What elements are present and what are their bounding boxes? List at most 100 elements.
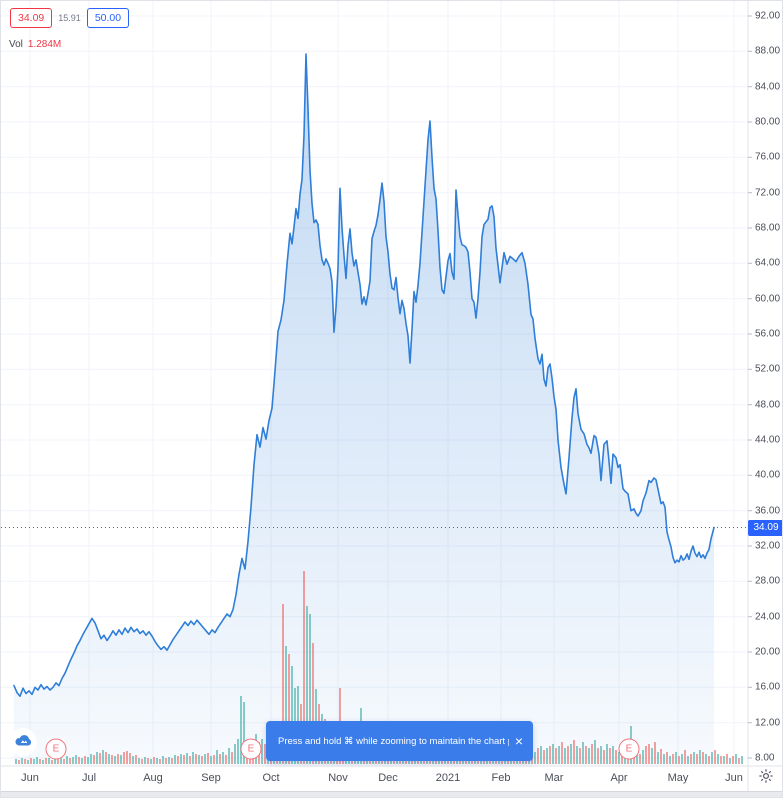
time-axis[interactable]: Jun Jul Aug Sep Oct Nov Dec 2021 Feb Mar Apr May Jun (1, 766, 748, 791)
volume-bar (669, 756, 671, 764)
volume-bar (24, 759, 26, 764)
time-axis-label: Oct (262, 772, 280, 784)
volume-bar (675, 752, 677, 764)
volume-bar (663, 754, 665, 764)
volume-bar (174, 755, 176, 764)
price-line (13, 53, 715, 697)
volume-bar (282, 604, 284, 764)
volume-bar (159, 759, 161, 764)
volume-bar (204, 754, 206, 764)
volume-bar (618, 752, 620, 764)
volume-bar (309, 614, 311, 764)
earnings-marker[interactable]: E (618, 738, 640, 760)
volume-bar (534, 752, 536, 764)
volume-bar (237, 739, 239, 764)
volume-bar (144, 757, 146, 764)
volume-bar (219, 754, 221, 764)
volume-bar (612, 746, 614, 764)
price-axis[interactable]: 92.00 88.00 84.00 80.00 76.00 72.00 68.00 64.00… (748, 1, 782, 766)
volume-bar (681, 754, 683, 764)
volume-bar (285, 646, 287, 764)
volume-bar (585, 746, 587, 764)
time-axis-label: Apr (610, 772, 628, 784)
price-axis-label: 56.00 (755, 328, 781, 340)
price-axis-label: 16.00 (755, 681, 781, 693)
volume-bar (51, 760, 53, 764)
volume-bar (573, 740, 575, 764)
volume-bar (651, 748, 653, 764)
volume-bar (717, 754, 719, 764)
volume-bar (36, 757, 38, 764)
volume-bar (75, 755, 77, 764)
price-axis-label: 12.00 (755, 717, 781, 729)
volume-bar (96, 752, 98, 764)
price-axis-label: 80.00 (755, 116, 781, 128)
volume-bar (660, 749, 662, 764)
volume-bar (672, 754, 674, 764)
volume-bar (738, 758, 740, 764)
current-price-badge[interactable]: 34.09 (748, 519, 782, 536)
volume-bar (603, 750, 605, 764)
volume-bar (234, 744, 236, 764)
sell-price-badge[interactable]: 34.09 (10, 8, 53, 28)
volume-bar (642, 750, 644, 764)
volume-bar (231, 752, 233, 764)
volume-bar (216, 750, 218, 764)
volume-bar (45, 758, 47, 764)
volume-bar (189, 756, 191, 764)
time-axis-label: Aug (143, 772, 163, 784)
volume-bar (597, 748, 599, 764)
volume-bar (606, 744, 608, 764)
volume-bar (33, 759, 35, 764)
earnings-marker[interactable]: E (240, 738, 262, 760)
volume-bar (153, 757, 155, 764)
publish-cloud-button[interactable] (11, 730, 35, 754)
price-scale-settings-button[interactable] (748, 766, 782, 791)
volume-bar (639, 754, 641, 764)
volume-bar (243, 702, 245, 764)
price-axis-label: 32.00 (755, 540, 781, 552)
cloud-icon (14, 732, 33, 752)
earnings-marker[interactable]: E (45, 738, 67, 760)
volume-bar (123, 752, 125, 764)
volume-bar (39, 759, 41, 764)
volume-bar (195, 754, 197, 764)
volume-bar (48, 758, 50, 764)
volume-bar (165, 758, 167, 764)
volume-bar (15, 759, 17, 764)
volume-bar (150, 759, 152, 764)
volume-bar (42, 760, 44, 764)
volume-bar (582, 742, 584, 764)
volume-bar (594, 740, 596, 764)
volume-bar (78, 757, 80, 764)
volume-label: Vol (9, 39, 23, 50)
volume-bar (111, 755, 113, 764)
spread-value: 15.91 (58, 13, 81, 23)
volume-bar (30, 758, 32, 764)
volume-bar (600, 746, 602, 764)
volume-bar (225, 755, 227, 764)
volume-bar (579, 748, 581, 764)
buy-price-badge[interactable]: 50.00 (86, 8, 130, 28)
tooltip-close-icon[interactable]: × (514, 733, 523, 749)
volume-bar (108, 754, 110, 764)
price-axis-label: 20.00 (755, 646, 781, 658)
volume-bar (240, 696, 242, 764)
volume-bar (105, 752, 107, 764)
volume-bar (615, 750, 617, 764)
volume-bar (570, 744, 572, 764)
price-axis-label: 64.00 (755, 257, 781, 269)
volume-bar (741, 756, 743, 764)
volume-bar (735, 754, 737, 764)
volume-bar (558, 746, 560, 764)
volume-bar (726, 754, 728, 764)
volume-bar (27, 760, 29, 764)
volume-bar (135, 755, 137, 764)
volume-bar (90, 754, 92, 764)
volume-bar (183, 755, 185, 764)
time-axis-label: Jun (21, 772, 39, 784)
volume-bar (99, 753, 101, 764)
time-axis-label: Nov (328, 772, 348, 784)
price-axis-label: 40.00 (755, 469, 781, 481)
